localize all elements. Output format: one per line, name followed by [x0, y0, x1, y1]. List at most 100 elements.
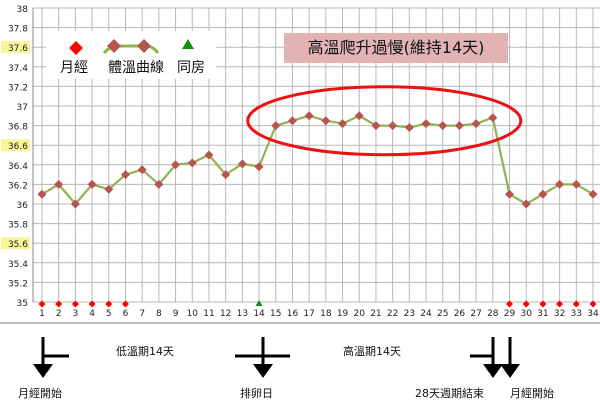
marker-next-period: 月經開始	[510, 387, 554, 400]
x-tick-label: 31	[537, 309, 548, 319]
period-marker	[105, 300, 113, 308]
x-tick-label: 3	[73, 309, 79, 319]
y-tick-label: 37	[17, 103, 28, 113]
x-tick-label: 22	[387, 309, 398, 319]
y-tick-label: 35.8	[8, 221, 28, 231]
temperature-point	[120, 170, 130, 180]
legend-curve-marker	[107, 39, 121, 53]
x-tick-label: 26	[454, 309, 466, 319]
period-marker	[556, 300, 564, 308]
temperature-point	[221, 170, 231, 180]
ytick-highlight	[1, 237, 30, 250]
y-tick-label: 37.6	[8, 44, 28, 54]
temperature-point	[321, 116, 331, 126]
ytick-highlight	[1, 139, 30, 152]
y-tick-label: 36.8	[8, 123, 28, 133]
next-period-arrow-arrowhead-icon	[500, 364, 520, 378]
temperature-point	[454, 121, 464, 131]
x-tick-label: 1	[39, 309, 45, 319]
temperature-point	[137, 165, 147, 175]
y-tick-label: 37.4	[8, 64, 28, 74]
temperature-point	[421, 119, 431, 129]
legend-intercourse-label: 同房	[177, 60, 205, 76]
temperature-point	[338, 119, 348, 129]
x-tick-label: 32	[554, 309, 565, 319]
x-tick-label: 27	[470, 309, 481, 319]
ytick-highlight	[1, 41, 30, 54]
y-tick-label: 36.2	[8, 181, 28, 191]
marker-period-start: 月經開始	[18, 387, 62, 400]
temperature-point	[488, 113, 498, 123]
temperature-point	[505, 189, 515, 199]
marker-cycle-end: 28天週期結束	[415, 387, 484, 400]
x-tick-label: 28	[487, 309, 499, 319]
ovulation-arrow-arrowhead-icon	[253, 364, 273, 378]
temperature-point	[555, 179, 565, 189]
y-tick-label: 36	[17, 201, 29, 211]
period-marker	[88, 300, 96, 308]
cycle-end-arrow-arrowhead-icon	[483, 364, 503, 378]
period-marker	[539, 300, 547, 308]
legend-period-label: 月經	[60, 60, 88, 76]
temperature-point	[154, 179, 164, 189]
title-box: 高溫爬升過慢(維持14天)	[284, 33, 508, 63]
period-marker	[55, 300, 63, 308]
temperature-point	[521, 199, 531, 209]
legend-curve-line	[102, 44, 160, 55]
period-marker	[589, 300, 597, 308]
temperature-point	[70, 199, 80, 209]
y-tick-label: 37.8	[8, 25, 28, 35]
x-tick-label: 21	[370, 309, 381, 319]
x-tick-label: 18	[320, 309, 332, 319]
x-tick-label: 33	[571, 309, 582, 319]
temperature-point	[171, 160, 181, 170]
temperature-point	[404, 123, 414, 133]
x-tick-label: 24	[420, 309, 432, 319]
period-marker	[121, 300, 129, 308]
marker-ovulation: 排卵日	[240, 387, 273, 400]
temperature-point	[87, 179, 97, 189]
y-tick-label: 35.6	[8, 240, 28, 250]
temperature-point	[204, 150, 214, 160]
x-tick-label: 16	[287, 309, 299, 319]
temperature-point	[271, 121, 281, 131]
temperature-line	[41, 114, 594, 206]
period-start-arrow-arrowhead-icon	[33, 364, 53, 378]
x-tick-label: 13	[237, 309, 248, 319]
x-tick-label: 20	[354, 309, 366, 319]
temperature-point	[471, 119, 481, 129]
x-tick-label: 10	[187, 309, 199, 319]
x-tick-label: 15	[270, 309, 281, 319]
x-tick-label: 7	[139, 309, 145, 319]
temperature-point	[37, 189, 47, 199]
temperature-point	[54, 179, 64, 189]
legend-period-marker	[69, 41, 83, 55]
x-tick-label: 2	[56, 309, 62, 319]
temperature-point	[237, 159, 247, 169]
x-tick-label: 34	[587, 309, 599, 319]
temperature-point	[104, 184, 114, 194]
x-tick-label: 17	[303, 309, 314, 319]
period-marker	[71, 300, 79, 308]
temperature-point	[388, 121, 398, 131]
legend-curve-label: 體溫曲線	[108, 60, 164, 76]
y-tick-label: 37.2	[8, 83, 28, 93]
x-tick-label: 6	[123, 309, 129, 319]
temperature-point	[438, 121, 448, 131]
y-tick-label: 36.4	[8, 162, 28, 172]
temperature-point	[254, 162, 264, 172]
intercourse-marker	[255, 300, 263, 306]
x-tick-label: 25	[437, 309, 448, 319]
x-tick-label: 9	[173, 309, 179, 319]
legend-curve-marker	[137, 39, 151, 53]
temperature-point	[287, 116, 297, 126]
x-tick-label: 23	[404, 309, 415, 319]
temperature-point	[304, 111, 314, 121]
legend-intercourse-marker	[182, 39, 194, 49]
x-tick-label: 19	[337, 309, 349, 319]
x-tick-label: 14	[253, 309, 265, 319]
period-marker	[522, 300, 530, 308]
x-tick-label: 5	[106, 309, 112, 319]
phase-label-high: 高溫期14天	[343, 345, 401, 358]
